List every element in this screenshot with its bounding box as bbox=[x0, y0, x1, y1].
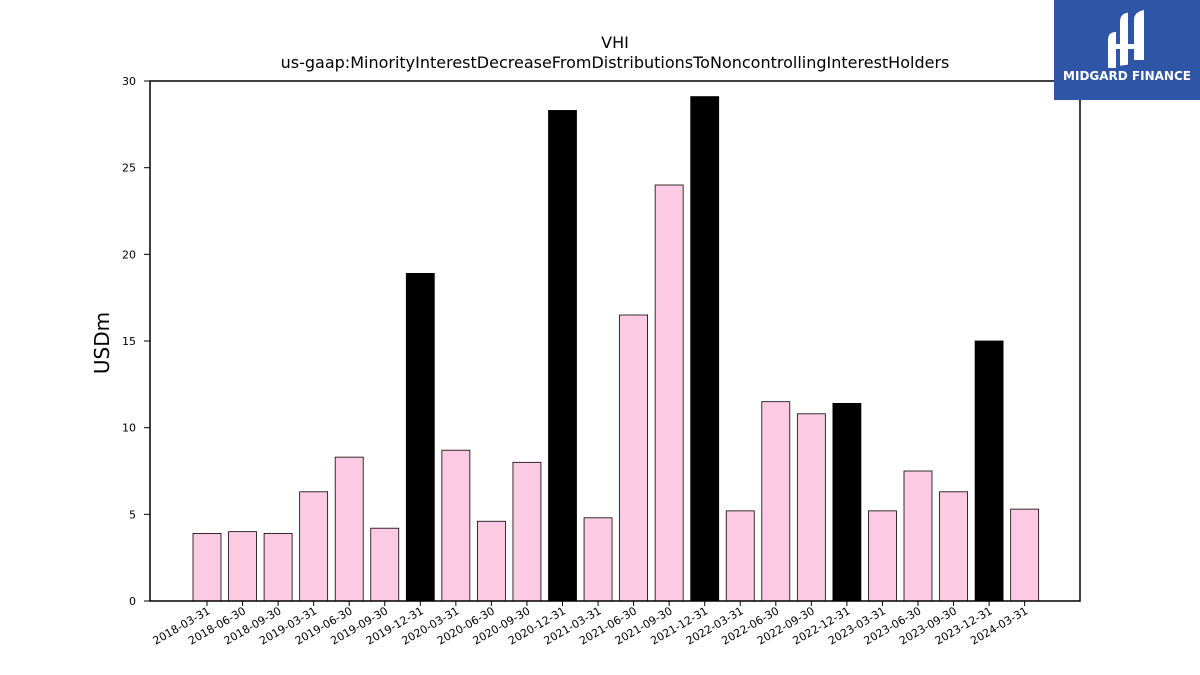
bar-2019-03-31 bbox=[299, 491, 329, 602]
bar-2021-03-31 bbox=[583, 517, 613, 602]
x-ticks-group: 2018-03-312018-06-302018-09-302019-03-31… bbox=[151, 601, 1030, 648]
chart-subtitle: us-gaap:MinorityInterestDecreaseFromDist… bbox=[281, 53, 950, 72]
bar-2019-12-31 bbox=[405, 272, 435, 602]
bar-2018-06-30 bbox=[228, 531, 257, 602]
bar-2022-09-30 bbox=[796, 413, 826, 602]
bar-2023-09-30 bbox=[939, 491, 968, 602]
chart-title: VHI bbox=[601, 33, 629, 52]
bar-2020-09-30 bbox=[512, 461, 542, 602]
midgard-finance-logo: MIDGARD FINANCE bbox=[1054, 0, 1200, 100]
y-tick-label: 10 bbox=[122, 422, 136, 435]
bar-2021-06-30 bbox=[619, 314, 648, 602]
bar-2020-06-30 bbox=[476, 520, 506, 602]
bar-2023-03-31 bbox=[868, 510, 897, 602]
bar-2020-12-31 bbox=[548, 110, 577, 602]
logo-text: MIDGARD FINANCE bbox=[1063, 69, 1191, 83]
bar-2024-03-31 bbox=[1010, 508, 1040, 602]
bar-2022-06-30 bbox=[761, 401, 791, 602]
y-axis-label: USDm bbox=[90, 312, 114, 374]
bar-2023-06-30 bbox=[903, 470, 933, 602]
bar-2022-03-31 bbox=[725, 510, 755, 602]
bar-2019-09-30 bbox=[370, 527, 400, 602]
bar-2020-03-31 bbox=[441, 449, 471, 602]
y-tick-label: 15 bbox=[122, 335, 136, 348]
y-tick-label: 0 bbox=[129, 595, 136, 608]
bar-2019-06-30 bbox=[334, 456, 364, 602]
logo-mark-icon bbox=[1108, 10, 1144, 68]
y-tick-label: 30 bbox=[122, 75, 136, 88]
bar-2023-12-31 bbox=[974, 340, 1004, 602]
y-tick-label: 25 bbox=[122, 162, 136, 175]
bar-2018-09-30 bbox=[263, 533, 293, 602]
bar-2022-12-31 bbox=[832, 402, 862, 602]
plot-frame bbox=[149, 80, 1081, 602]
y-ticks-group: 0 5 10 15 20 25 30 bbox=[122, 75, 150, 608]
y-tick-label: 5 bbox=[129, 508, 136, 521]
bar-2018-03-31 bbox=[192, 533, 222, 602]
y-tick-label: 20 bbox=[122, 248, 136, 261]
bars-group bbox=[192, 96, 1040, 602]
bar-2021-09-30 bbox=[654, 184, 684, 602]
bar-2021-12-31 bbox=[690, 96, 720, 602]
